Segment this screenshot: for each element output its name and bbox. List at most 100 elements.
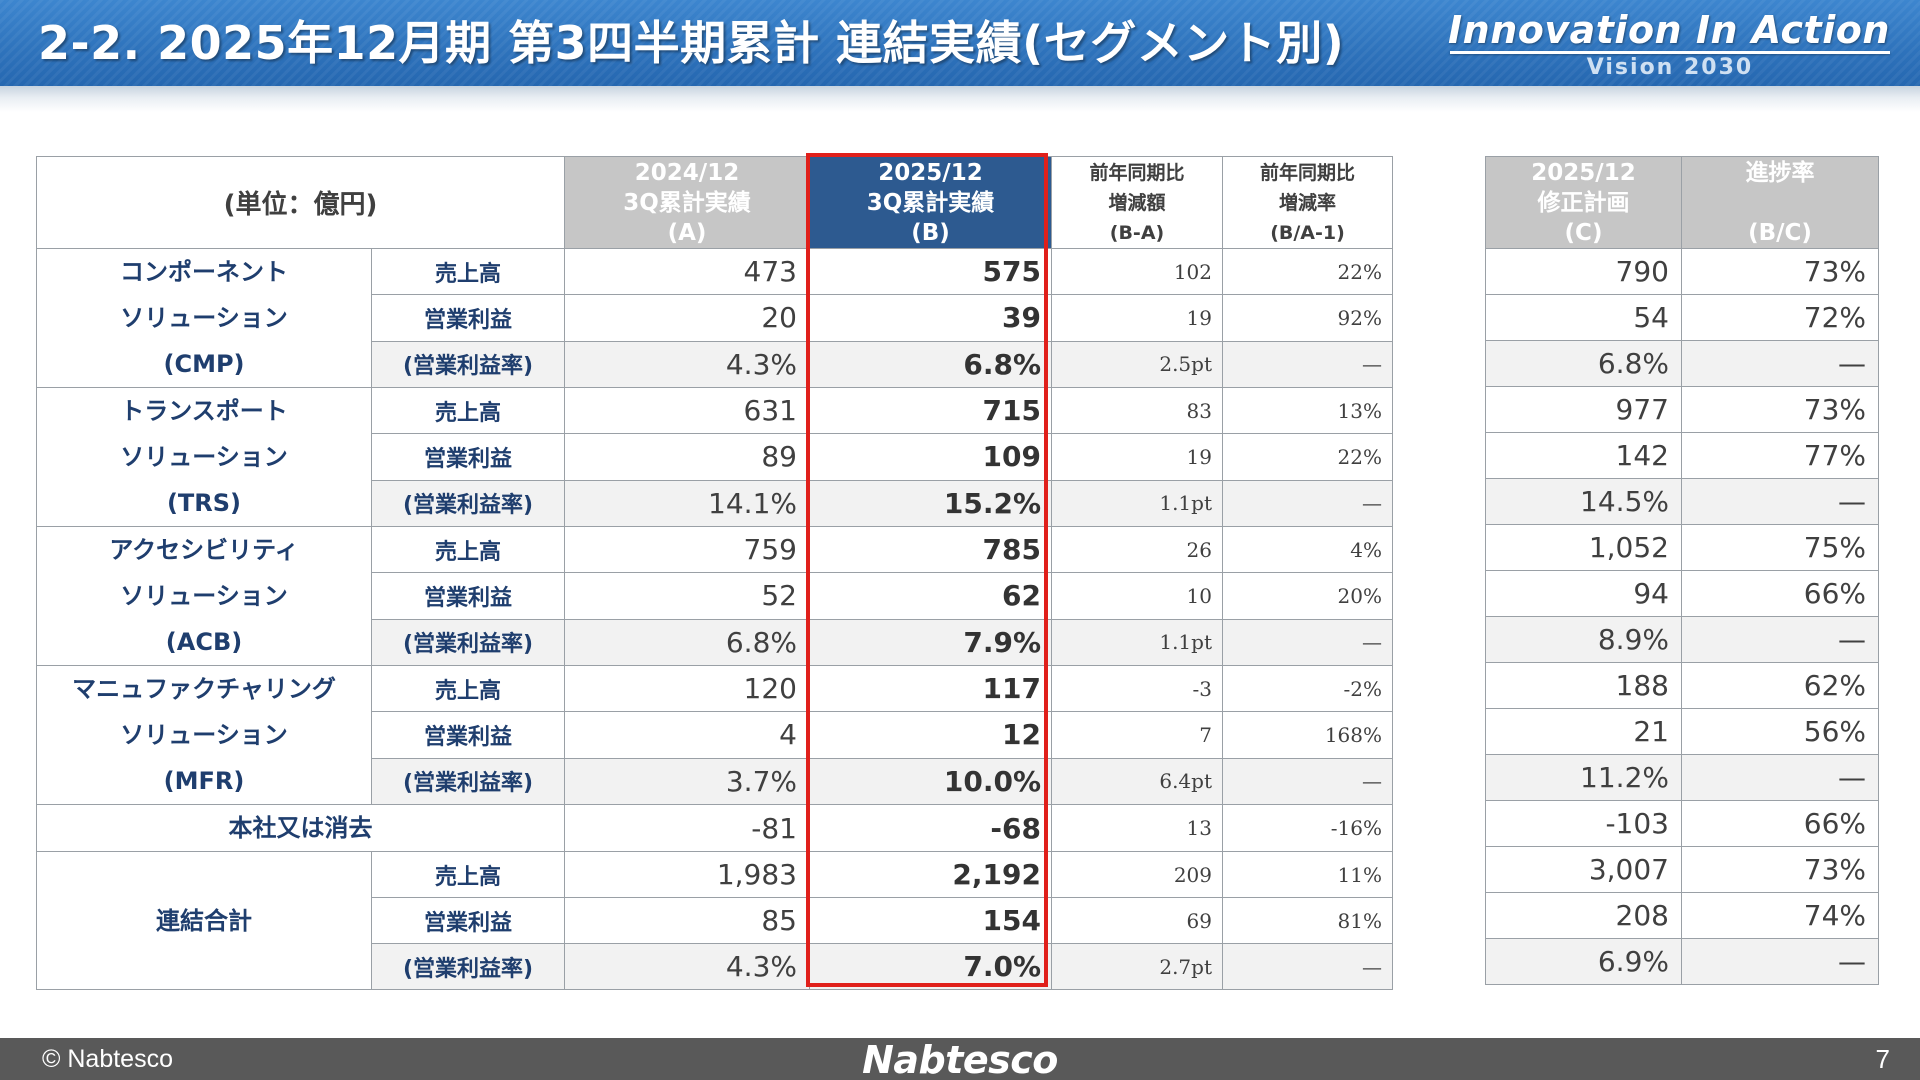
prior-year-value: 14.1% — [564, 479, 810, 528]
segment-name: トランスポート ソリューション (TRS) — [36, 387, 372, 527]
metric-label: (営業利益率) — [371, 340, 565, 389]
yoy-rate-value: 20% — [1222, 572, 1393, 620]
table-row: アクセシビリティ ソリューション (ACB) 売上高 759 785 26 4% — [36, 525, 1393, 666]
metric-label: 営業利益 — [371, 711, 565, 759]
segment-name-line: (ACB) — [165, 628, 243, 656]
table-row: 営業利益 89 109 19 22% — [37, 433, 1393, 481]
prior-year-value: 3.7% — [564, 757, 810, 806]
yoy-rate-value: -2% — [1222, 664, 1393, 713]
revised-plan-value: 188 — [1485, 662, 1682, 709]
metric-label: (営業利益率) — [371, 943, 565, 990]
slide-footer: © Nabtesco Nabtesco 7 — [0, 1038, 1920, 1080]
plan-row: 11.2% — — [1485, 754, 1879, 801]
yoy-rate-value: -16% — [1222, 804, 1393, 852]
progress-rate-value: 73% — [1681, 248, 1879, 295]
yoy-rate-value: 22% — [1222, 433, 1393, 481]
progress-rate-value: 66% — [1681, 570, 1879, 617]
current-year-value: 12 — [809, 711, 1052, 759]
segment-name-line: (MFR) — [163, 767, 245, 795]
revised-plan-value: 94 — [1485, 570, 1682, 617]
yoy-rate-value: 13% — [1222, 386, 1393, 435]
metric-label: 営業利益 — [371, 897, 565, 944]
header-revised-plan: 2025/12 修正計画 (C) — [1485, 156, 1682, 249]
progress-rate-value: 77% — [1681, 432, 1879, 479]
table-row: (営業利益率) 4.3% 6.8% 2.5pt — — [37, 340, 1393, 389]
header-line: (B/A-1) — [1270, 221, 1345, 244]
segment-name-line: アクセシビリティ — [109, 536, 299, 564]
yoy-change-value: 6.4pt — [1051, 757, 1223, 806]
prior-year-value: 4 — [564, 711, 810, 759]
table-header-row: (単位：億円) 2024/12 3Q累計実績 (A) 2025/12 3Q累計実… — [36, 156, 1393, 249]
header-line: 進捗率 — [1745, 159, 1815, 186]
header-shadow — [0, 86, 1920, 112]
progress-rate-value: — — [1681, 754, 1879, 801]
segment-name-line: ソリューション — [120, 443, 288, 471]
prior-year-value: 89 — [564, 433, 810, 481]
yoy-rate-value: — — [1222, 618, 1393, 667]
table-row: コンポーネント ソリューション (CMP) 売上高 473 575 102 22% — [36, 247, 1393, 388]
header-line: 前年同期比 — [1089, 161, 1185, 184]
segment-name-line: マニュファクチャリング — [72, 675, 336, 703]
yoy-rate-value: — — [1222, 757, 1393, 806]
plan-row: 1,052 75% — [1485, 524, 1879, 571]
copyright-text: © Nabtesco — [42, 1045, 173, 1073]
metric-label: (営業利益率) — [371, 757, 565, 806]
header-line: (C) — [1564, 219, 1603, 246]
segment-name-line: コンポーネント — [120, 258, 288, 286]
progress-rate-value: — — [1681, 616, 1879, 663]
revised-plan-value: 3,007 — [1485, 846, 1682, 893]
table-row: 営業利益 52 62 10 20% — [37, 572, 1393, 620]
segment-name-line: ソリューション — [120, 582, 288, 610]
revised-plan-value: 208 — [1485, 892, 1682, 939]
prior-year-value: 52 — [564, 572, 810, 620]
plan-row: 6.9% — — [1485, 938, 1879, 985]
current-year-value: 117 — [809, 664, 1052, 713]
segment-name-line: (CMP) — [163, 350, 245, 378]
header-line: 2024/12 — [634, 159, 740, 186]
yoy-change-value: 2.7pt — [1051, 943, 1223, 990]
brand-underline — [1450, 51, 1890, 54]
plan-row: 977 73% — [1485, 386, 1879, 433]
plan-header-row: 2025/12 修正計画 (C) 進捗率 (B/C) — [1485, 156, 1879, 249]
header-progress-rate: 進捗率 (B/C) — [1681, 156, 1879, 249]
yoy-change-value: 19 — [1051, 294, 1223, 342]
metric-label: (営業利益率) — [371, 618, 565, 667]
yoy-change-value: 13 — [1051, 804, 1223, 852]
prior-year-value: 759 — [564, 525, 810, 574]
total-row: 連結合計 売上高 1,983 2,192 209 11% — [36, 851, 1393, 990]
revised-plan-value: 8.9% — [1485, 616, 1682, 663]
yoy-rate-value: — — [1222, 943, 1393, 990]
revised-plan-value: 11.2% — [1485, 754, 1682, 801]
yoy-rate-value: 11% — [1222, 851, 1393, 898]
header-line: 2025/12 — [878, 159, 983, 186]
progress-rate-value: — — [1681, 340, 1879, 387]
header-line — [1682, 188, 1878, 218]
yoy-change-value: 1.1pt — [1051, 479, 1223, 528]
plan-row: 3,007 73% — [1485, 846, 1879, 893]
yoy-change-value: -3 — [1051, 664, 1223, 713]
table-row: (営業利益率) 14.1% 15.2% 1.1pt — — [37, 479, 1393, 528]
prior-year-value: 85 — [564, 897, 810, 944]
yoy-rate-value: 81% — [1222, 897, 1393, 944]
revised-plan-value: 1,052 — [1485, 524, 1682, 571]
yoy-change-value: 19 — [1051, 433, 1223, 481]
plan-row: 54 72% — [1485, 294, 1879, 341]
table-row: (営業利益率) 6.8% 7.9% 1.1pt — — [37, 618, 1393, 667]
revised-plan-value: 21 — [1485, 708, 1682, 755]
progress-rate-value: 73% — [1681, 846, 1879, 893]
yoy-change-value: 209 — [1051, 851, 1223, 898]
prior-year-value: 631 — [564, 386, 810, 435]
revised-plan-value: 6.9% — [1485, 938, 1682, 985]
progress-rate-value: 62% — [1681, 662, 1879, 709]
yoy-change-value: 83 — [1051, 386, 1223, 435]
metric-label: 売上高 — [371, 525, 565, 574]
yoy-change-value: 10 — [1051, 572, 1223, 620]
segment-name: アクセシビリティ ソリューション (ACB) — [36, 526, 372, 666]
yoy-change-value: 1.1pt — [1051, 618, 1223, 667]
progress-rate-value: 56% — [1681, 708, 1879, 755]
table-row: (営業利益率) 3.7% 10.0% 6.4pt — — [37, 757, 1393, 806]
header-yoy-change: 前年同期比 増減額 (B-A) — [1051, 156, 1223, 249]
yoy-rate-value: 4% — [1222, 525, 1393, 574]
total-row: (営業利益率) 4.3% 7.0% 2.7pt — — [37, 943, 1393, 990]
current-year-value: 39 — [809, 294, 1052, 342]
